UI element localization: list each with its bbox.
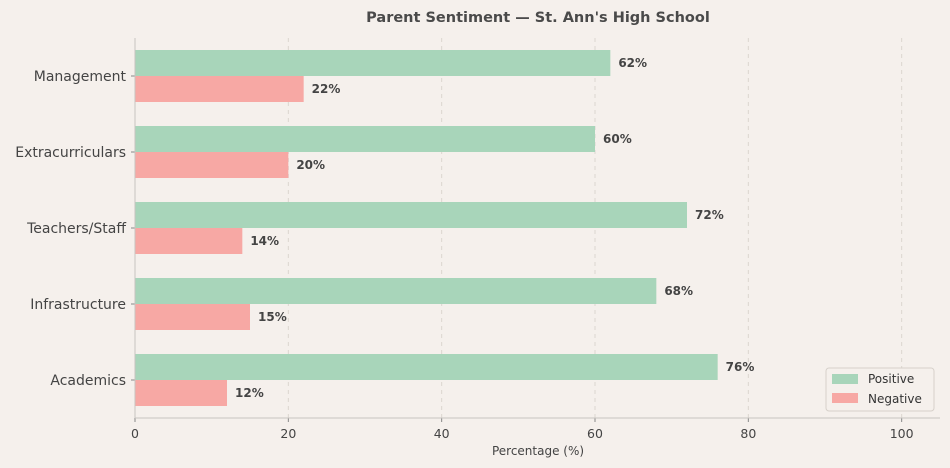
bar-negative-extracurriculars xyxy=(135,152,289,178)
category-label-academics: Academics xyxy=(50,373,126,389)
value-label-negative-academics: 12% xyxy=(235,386,264,400)
chart-title: Parent Sentiment — St. Ann's High School xyxy=(366,10,710,26)
data-labels: 62% 22% 60% 20% 72% 14% 68% 15% 76% 12% xyxy=(235,56,754,400)
legend-label-negative: Negative xyxy=(868,392,922,406)
category-labels: Management Extracurriculars Teachers/Staff… xyxy=(15,69,135,389)
x-tick-label-80: 80 xyxy=(740,426,756,441)
value-label-positive-teachers-staff: 72% xyxy=(695,208,724,222)
value-label-negative-management: 22% xyxy=(312,82,341,96)
value-label-negative-teachers-staff: 14% xyxy=(250,234,279,248)
category-label-teachers-staff: Teachers/Staff xyxy=(26,221,126,237)
x-axis-label: Percentage (%) xyxy=(492,444,584,458)
x-tick-label-100: 100 xyxy=(890,426,914,441)
category-label-extracurriculars: Extracurriculars xyxy=(15,145,126,161)
bars xyxy=(135,50,718,406)
bar-negative-management xyxy=(135,76,304,102)
x-tick-labels: 0 20 40 60 80 100 xyxy=(131,418,914,441)
x-tick-label-20: 20 xyxy=(280,426,296,441)
x-tick-label-40: 40 xyxy=(434,426,450,441)
legend-swatch-negative xyxy=(832,393,858,403)
category-label-management: Management xyxy=(34,69,127,85)
bar-negative-academics xyxy=(135,380,227,406)
bar-negative-teachers-staff xyxy=(135,228,243,254)
bar-positive-extracurriculars xyxy=(135,126,595,152)
value-label-positive-management: 62% xyxy=(618,56,647,70)
x-tick-label-0: 0 xyxy=(131,426,139,441)
value-label-positive-extracurriculars: 60% xyxy=(603,132,632,146)
bar-positive-management xyxy=(135,50,611,76)
bar-positive-academics xyxy=(135,354,718,380)
legend-swatch-positive xyxy=(832,374,858,384)
value-label-positive-infrastructure: 68% xyxy=(664,284,693,298)
category-label-infrastructure: Infrastructure xyxy=(30,297,126,313)
legend: Positive Negative xyxy=(825,367,935,412)
bar-negative-infrastructure xyxy=(135,304,250,330)
value-label-negative-extracurriculars: 20% xyxy=(296,158,325,172)
x-tick-label-60: 60 xyxy=(587,426,603,441)
value-label-positive-academics: 76% xyxy=(726,360,755,374)
bar-positive-teachers-staff xyxy=(135,202,687,228)
bar-positive-infrastructure xyxy=(135,278,657,304)
legend-label-positive: Positive xyxy=(868,372,914,386)
value-label-negative-infrastructure: 15% xyxy=(258,310,287,324)
